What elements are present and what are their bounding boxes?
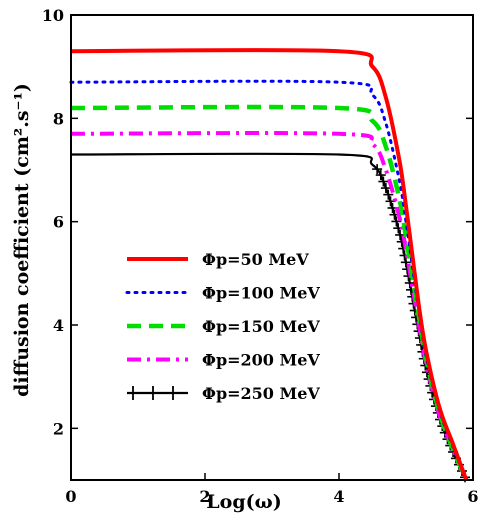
series-line-3	[70, 104, 469, 481]
legend-label-4: Φp=200 MeV	[202, 351, 320, 370]
plot-area	[69, 48, 471, 483]
legend: Φp=50 MeV Φp=100 MeV Φp=150 MeV Φp=200 MeV Φ…	[125, 250, 320, 403]
series-line-4	[70, 131, 469, 481]
y-tick-label: 10	[42, 6, 64, 25]
x-tick-label: 2	[199, 487, 210, 506]
legend-label-1: Φp=50 MeV	[202, 250, 309, 269]
x-tick-label: 4	[333, 487, 344, 506]
y-tick-label: 2	[53, 419, 64, 438]
y-tick-label: 4	[53, 316, 64, 335]
y-axis-label: diffusion coefficient (cm².s⁻¹)	[11, 83, 33, 397]
legend-label-5: Φp=250 MeV	[202, 384, 320, 403]
series-line-2	[69, 79, 468, 482]
x-tick-label: 6	[467, 487, 478, 506]
y-tick-label: 6	[53, 213, 64, 232]
x-axis-label: Log(ω)	[206, 491, 281, 513]
plot-frame	[70, 14, 474, 481]
legend-label-3: Φp=150 MeV	[202, 317, 320, 336]
legend-label-2: Φp=100 MeV	[202, 284, 320, 303]
axis-ticks: 0 2 4 6 2 4 6 8 10	[42, 6, 479, 506]
series-line-1	[70, 48, 469, 481]
y-tick-label: 8	[53, 109, 64, 128]
x-tick-label: 0	[65, 487, 76, 506]
